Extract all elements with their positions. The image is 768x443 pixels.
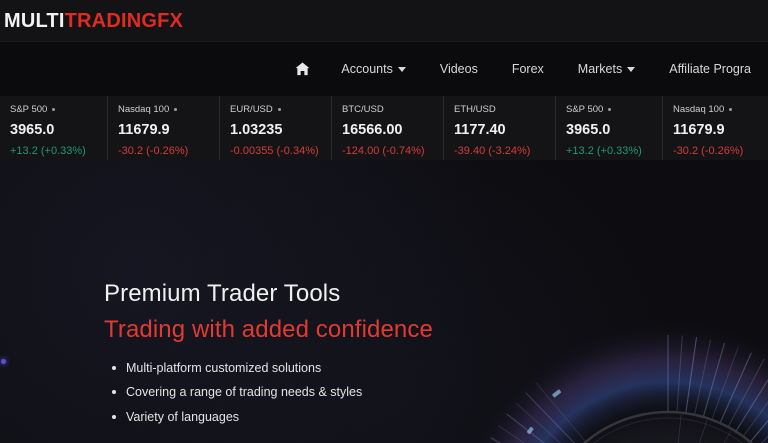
nav-item-videos[interactable]: Videos (423, 63, 495, 76)
ticker-symbol-row: EUR/USD (230, 105, 331, 115)
ticker-symbol-row: S&P 500 (10, 105, 107, 115)
market-ticker-bar[interactable]: S&P 500 3965.0 +13.2 (+0.33%) Nasdaq 100… (0, 96, 768, 160)
ticker-price: 16566.00 (342, 121, 403, 138)
chevron-down-icon (627, 67, 636, 72)
nav-item-markets[interactable]: Markets (561, 63, 652, 76)
brand-logo[interactable]: MULTITRADINGFX (4, 11, 183, 31)
ticker-item[interactable]: Nasdaq 100 11679.9 -30.2 (-0.26%) (107, 96, 219, 160)
ticker-price: 3965.0 (10, 121, 55, 138)
ticker-symbol-row: Nasdaq 100 (118, 105, 219, 115)
list-item: Covering a range of trading needs & styl… (104, 386, 624, 399)
ticker-symbol: S&P 500 (10, 104, 48, 115)
ticker-symbol: BTC/USD (342, 104, 384, 115)
ticker-item[interactable]: ETH/USD 1177.40 -39.40 (-3.24%) (443, 96, 555, 160)
list-item: Variety of languages (104, 411, 624, 424)
ticker-item[interactable]: Nasdaq 100 11679.9 -30.2 (-0.26%) (662, 96, 768, 160)
nav-item-affiliate-programs-label: Affiliate Progra (669, 61, 751, 76)
ticker-symbol-row: BTC/USD (342, 105, 443, 115)
home-icon (295, 62, 310, 76)
ticker-change: -124.00 (-0.74%) (342, 145, 425, 157)
brand-logo-secondary: TRADINGFX (64, 9, 184, 32)
ticker-item[interactable]: S&P 500 3965.0 +13.2 (+0.33%) (0, 96, 107, 160)
ticker-status-dot-icon (52, 108, 56, 112)
hero-title: Premium Trader Tools (104, 280, 341, 307)
nav-item-home[interactable] (281, 62, 324, 76)
nav-list: Accounts Videos Forex Markets Affiliate … (281, 62, 768, 76)
ticker-change: -39.40 (-3.24%) (454, 145, 531, 157)
brand-logo-primary: MULTI (4, 9, 65, 32)
ticker-status-dot-icon (174, 108, 178, 112)
ticker-change: -30.2 (-0.26%) (118, 145, 189, 157)
ticker-change: +13.2 (+0.33%) (10, 145, 86, 157)
ticker-status-dot-icon (608, 108, 612, 112)
main-navigation: Accounts Videos Forex Markets Affiliate … (0, 42, 768, 96)
hero-feature-list: Multi-platform customized solutions Cove… (104, 362, 624, 424)
ticker-symbol-row: S&P 500 (566, 105, 662, 115)
ticker-symbol: Nasdaq 100 (673, 104, 725, 115)
ticker-change: -30.2 (-0.26%) (673, 145, 744, 157)
nav-item-videos-label: Videos (439, 61, 478, 76)
ticker-item[interactable]: S&P 500 3965.0 +13.2 (+0.33%) (555, 96, 662, 160)
hero-content: Premium Trader Tools Trading with added … (104, 280, 624, 443)
ticker-symbol: ETH/USD (454, 104, 496, 115)
ticker-price: 1.03235 (230, 121, 283, 138)
hero-subtitle: Trading with added confidence (104, 315, 433, 343)
nav-item-affiliate-programs[interactable]: Affiliate Progra (652, 63, 768, 76)
ticker-item[interactable]: EUR/USD 1.03235 -0.00355 (-0.34%) (219, 96, 331, 160)
ticker-symbol: Nasdaq 100 (118, 104, 170, 115)
nav-item-forex[interactable]: Forex (495, 63, 561, 76)
ticker-item[interactable]: BTC/USD 16566.00 -124.00 (-0.74%) (331, 96, 443, 160)
hero-section: Premium Trader Tools Trading with added … (0, 160, 768, 443)
ticker-change: +13.2 (+0.33%) (566, 145, 642, 157)
nav-item-accounts-label: Accounts (341, 61, 393, 76)
ticker-price: 3965.0 (566, 121, 611, 138)
ticker-symbol: S&P 500 (566, 104, 604, 115)
ticker-change: -0.00355 (-0.34%) (230, 145, 319, 157)
nav-item-forex-label: Forex (511, 61, 544, 76)
chevron-down-icon (397, 67, 406, 72)
ticker-symbol-row: ETH/USD (454, 105, 555, 115)
accent-dot-icon (1, 359, 6, 364)
ticker-price: 1177.40 (454, 121, 506, 138)
ticker-price: 11679.9 (673, 121, 725, 138)
logo-bar: MULTITRADINGFX (0, 0, 768, 42)
ticker-status-dot-icon (729, 108, 733, 112)
ticker-status-dot-icon (277, 108, 281, 112)
list-item: Multi-platform customized solutions (104, 362, 624, 375)
nav-item-markets-label: Markets (577, 61, 623, 76)
ticker-price: 11679.9 (118, 121, 170, 138)
nav-item-accounts[interactable]: Accounts (324, 63, 422, 76)
ticker-symbol: EUR/USD (230, 104, 273, 115)
ticker-symbol-row: Nasdaq 100 (673, 105, 768, 115)
